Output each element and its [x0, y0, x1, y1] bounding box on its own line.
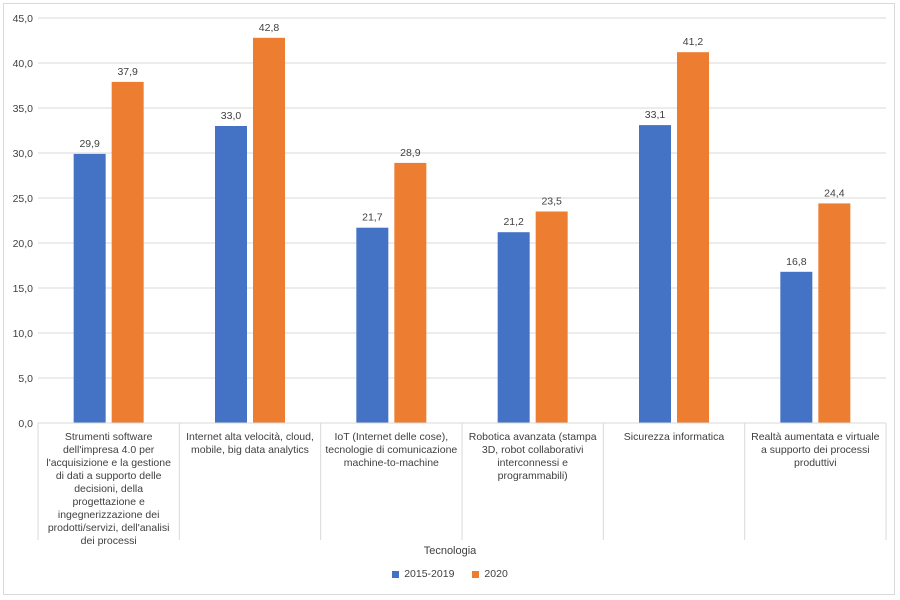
- legend-label: 2015-2019: [404, 568, 455, 580]
- legend-item: 2015-2019: [392, 568, 454, 580]
- bar-2020-0: [111, 81, 144, 424]
- bar-2020-1: [253, 37, 285, 424]
- data-label: 28,9: [400, 147, 421, 159]
- data-label: 33,0: [221, 110, 242, 122]
- y-tick-label: 0,0: [18, 418, 33, 430]
- y-tick-label: 25,0: [13, 193, 34, 205]
- data-label: 42,8: [259, 22, 280, 34]
- y-tick-label: 10,0: [13, 328, 34, 340]
- bar-20152019-3: [497, 232, 530, 423]
- category-label: Strumenti software dell'impresa 4.0 per …: [46, 431, 171, 547]
- legend-label: 2020: [484, 568, 508, 580]
- category-label: Realtà aumentata e virtuale a supporto d…: [751, 431, 880, 469]
- category-label: Robotica avanzata (stampa 3D, robot coll…: [468, 431, 597, 482]
- legend: 2015-2019 2020: [0, 568, 900, 580]
- legend-item: 2020: [472, 568, 508, 580]
- legend-swatch: [392, 570, 400, 578]
- bar-20152019-4: [639, 125, 671, 423]
- data-label: 33,1: [645, 109, 666, 121]
- y-tick-label: 35,0: [13, 103, 34, 115]
- bar-20152019-0: [73, 153, 106, 423]
- bar-2020-2: [394, 162, 427, 423]
- data-label: 29,9: [79, 138, 100, 150]
- data-label: 41,2: [683, 36, 704, 48]
- y-tick-label: 45,0: [13, 13, 34, 25]
- bar-2020-3: [535, 211, 568, 423]
- bar-2020-4: [677, 52, 709, 423]
- category-label: Sicurezza informatica: [623, 431, 725, 443]
- bar-20152019-5: [780, 271, 813, 423]
- legend-swatch: [472, 570, 480, 578]
- y-tick-label: 20,0: [13, 238, 34, 250]
- chart-frame: [3, 3, 895, 595]
- category-label: IoT (Internet delle cose), tecnologie di…: [325, 431, 458, 469]
- category-label: Internet alta velocità, cloud, mobile, b…: [186, 431, 314, 456]
- data-label: 21,2: [503, 216, 524, 228]
- y-tick-label: 5,0: [18, 373, 33, 385]
- data-label: 21,7: [362, 212, 383, 224]
- y-tick-label: 30,0: [13, 148, 34, 160]
- bar-20152019-1: [215, 126, 247, 423]
- y-tick-label: 15,0: [13, 283, 34, 295]
- x-axis-title: Tecnologia: [423, 545, 477, 557]
- data-label: 23,5: [541, 196, 562, 208]
- bar-20152019-2: [356, 227, 389, 423]
- data-label: 16,8: [786, 256, 807, 268]
- data-label: 37,9: [117, 66, 138, 78]
- data-label: 24,4: [824, 187, 845, 199]
- bar-2020-5: [818, 203, 851, 423]
- y-tick-label: 40,0: [13, 58, 34, 70]
